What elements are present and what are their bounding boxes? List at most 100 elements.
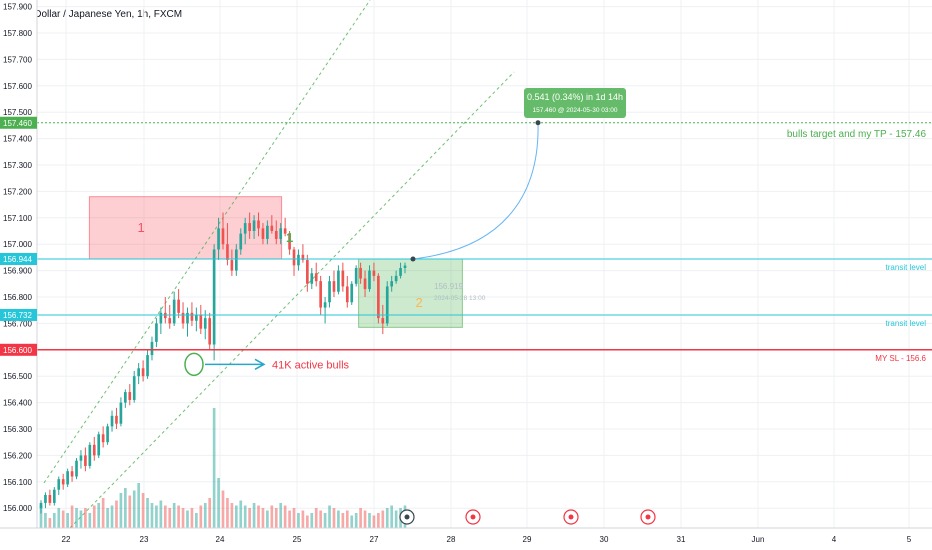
candle-body: [110, 415, 114, 427]
projection-end-dot: [535, 120, 541, 126]
candle-body: [328, 281, 331, 303]
candle-body: [270, 225, 274, 231]
y-tick-label: 156.000: [3, 504, 32, 513]
volume-bar: [394, 510, 398, 528]
price-tag-target: [0, 116, 37, 129]
candle-body: [119, 402, 123, 424]
bulls-text: 41K active bulls: [272, 359, 350, 371]
candle-body: [239, 233, 243, 250]
level-label-transit_upper: transit level: [886, 263, 927, 272]
y-tick-label: 157.600: [3, 82, 32, 91]
bulls-ellipse: [184, 352, 204, 377]
candle-body: [399, 267, 402, 276]
volume-bar: [70, 505, 74, 528]
volume-bar: [132, 490, 136, 528]
candle-body: [243, 223, 247, 234]
y-tick-label: 156.400: [3, 399, 32, 408]
volume-bar: [106, 508, 109, 528]
projection-label-box: [524, 88, 626, 118]
candle-body: [88, 444, 92, 466]
volume-bar: [155, 505, 158, 528]
volume-bar: [212, 408, 216, 528]
volume-bar: [146, 498, 149, 528]
candle-body: [199, 315, 203, 329]
candle-body: [377, 275, 380, 319]
candle-body: [190, 312, 194, 321]
volume-bar: [332, 508, 336, 528]
candle-body: [363, 278, 367, 290]
candle-body: [48, 495, 52, 503]
candle-body: [257, 220, 260, 229]
y-tick-label: 157.700: [3, 55, 32, 64]
volume-bar: [359, 508, 362, 528]
zone-label-1: 1: [138, 220, 145, 235]
volume-bar: [195, 513, 198, 528]
candle-body: [66, 471, 69, 485]
candle-body: [226, 244, 229, 261]
volume-bar: [92, 505, 96, 528]
candle-body: [354, 267, 358, 284]
volume-bar: [350, 515, 354, 528]
candle-body: [132, 376, 136, 400]
y-tick-label: 157.000: [3, 240, 32, 249]
candle-body: [394, 275, 398, 282]
candle-body: [283, 228, 287, 234]
candle-body: [159, 312, 163, 324]
volume-bar: [341, 513, 345, 528]
volume-bar: [306, 515, 309, 528]
x-tick-label: 31: [677, 535, 686, 544]
volume-bar: [345, 510, 349, 528]
volume-bar: [150, 503, 154, 528]
y-tick-label: 157.900: [3, 3, 32, 12]
volume-bar: [301, 510, 305, 528]
volume-bar: [48, 518, 52, 528]
price-tag-text-transit_lower: 156.732: [3, 311, 32, 320]
price-tag-transit_lower: [0, 308, 37, 321]
bulls-arrow-head: [254, 358, 266, 370]
candle-body: [44, 495, 47, 503]
candle-body: [79, 455, 83, 461]
marker-1: 1: [286, 230, 293, 245]
event-icon-dot: [645, 514, 651, 520]
candle-body: [52, 489, 56, 503]
volume-bar: [177, 505, 180, 528]
candle-body: [274, 231, 278, 239]
volume-bar: [52, 513, 56, 528]
candle-body: [106, 426, 109, 443]
candle-body: [203, 318, 207, 329]
volume-bar: [57, 508, 61, 528]
x-tick-label: 23: [140, 535, 149, 544]
volume-bar: [314, 508, 318, 528]
candle-body: [368, 270, 371, 290]
candle-body: [350, 283, 354, 303]
candle-body: [124, 392, 127, 403]
candle-body: [146, 355, 149, 377]
candle-body: [101, 434, 105, 443]
volume-bar: [110, 505, 114, 528]
volume-bar: [44, 513, 47, 528]
candle-body: [323, 302, 327, 308]
candle-body: [186, 312, 189, 324]
candle-body: [314, 273, 318, 282]
candle-body: [266, 225, 269, 239]
volume-bar: [101, 498, 105, 528]
volume-bar: [261, 508, 265, 528]
candle-body: [341, 270, 345, 287]
event-icon-dot: [568, 514, 574, 520]
candle-body: [332, 281, 336, 292]
x-tick-label: 25: [293, 535, 302, 544]
candle-body: [150, 341, 154, 356]
candle-body: [168, 318, 172, 324]
candle-body: [137, 368, 140, 377]
y-tick-label: 156.200: [3, 451, 32, 460]
volume-bar: [75, 508, 78, 528]
candle-body: [75, 460, 78, 477]
candle-body: [195, 315, 198, 321]
level-label-target: bulls target and my TP - 157.46: [787, 129, 927, 140]
volume-bar: [226, 498, 229, 528]
volume-bar: [115, 500, 118, 528]
candle-body: [234, 249, 238, 271]
zone-label-2: 2: [416, 295, 423, 310]
level-label-transit_lower: transit level: [886, 319, 927, 328]
